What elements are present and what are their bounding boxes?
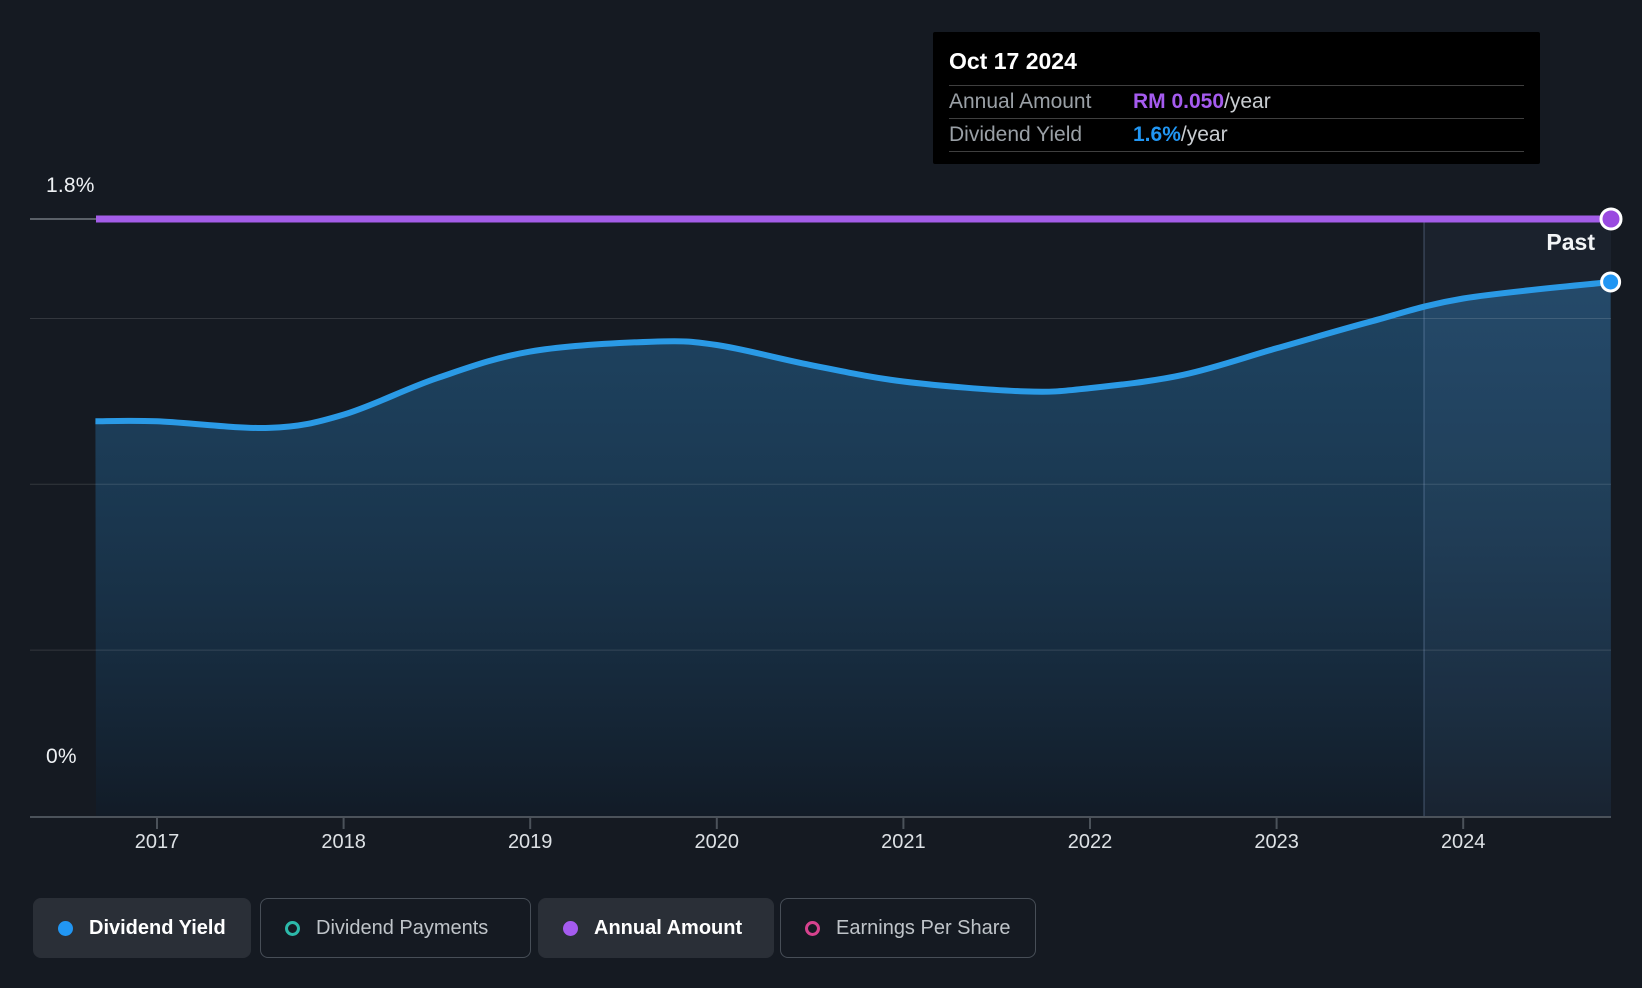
teal-ring-icon: [285, 920, 300, 936]
legend-button-earnings-per-share[interactable]: Earnings Per Share: [780, 898, 1036, 958]
x-axis-year-label: 2020: [694, 831, 740, 853]
legend: Dividend Yield Dividend Payments Annual …: [0, 898, 1642, 958]
chart-tooltip: Oct 17 2024 Annual Amount RM 0.050/year …: [933, 32, 1540, 164]
y-axis-label-zero: 0%: [46, 745, 77, 768]
purple-dot-icon: [563, 920, 578, 936]
blue-dot-icon: [58, 920, 73, 936]
past-label: Past: [1546, 229, 1595, 255]
x-axis-year-label: 2023: [1254, 831, 1299, 853]
tooltip-date: Oct 17 2024: [949, 42, 1524, 86]
x-axis-year-label: 2022: [1067, 831, 1113, 853]
tooltip-row-dividend-yield: Dividend Yield 1.6%/year: [949, 119, 1524, 152]
tooltip-label: Dividend Yield: [949, 123, 1083, 146]
legend-button-label: Earnings Per Share: [836, 916, 1011, 939]
tooltip-label: Annual Amount: [949, 90, 1092, 113]
x-axis-year-label: 2017: [134, 831, 180, 853]
legend-button-dividend-yield[interactable]: Dividend Yield: [33, 898, 251, 958]
pink-ring-icon: [805, 920, 820, 936]
legend-button-label: Annual Amount: [594, 916, 743, 939]
tooltip-value: 1.6%: [1133, 123, 1181, 146]
tooltip-value-suffix: /year: [1180, 123, 1228, 146]
legend-button-label: Dividend Payments: [316, 916, 489, 939]
x-axis-year-label: 2018: [321, 831, 366, 853]
y-axis-label-top: 1.8%: [46, 174, 95, 197]
x-axis-year-label: 2024: [1440, 831, 1486, 853]
tooltip-value-suffix: /year: [1224, 90, 1271, 113]
legend-button-label: Dividend Yield: [89, 916, 226, 939]
tooltip-row-annual-amount: Annual Amount RM 0.050/year: [949, 86, 1524, 119]
legend-button-annual-amount[interactable]: Annual Amount: [538, 898, 774, 958]
x-axis-year-label: 2021: [881, 831, 926, 853]
tooltip-value: RM 0.050: [1133, 90, 1225, 113]
x-axis-year-label: 2019: [507, 831, 553, 853]
legend-button-dividend-payments[interactable]: Dividend Payments: [260, 898, 531, 958]
